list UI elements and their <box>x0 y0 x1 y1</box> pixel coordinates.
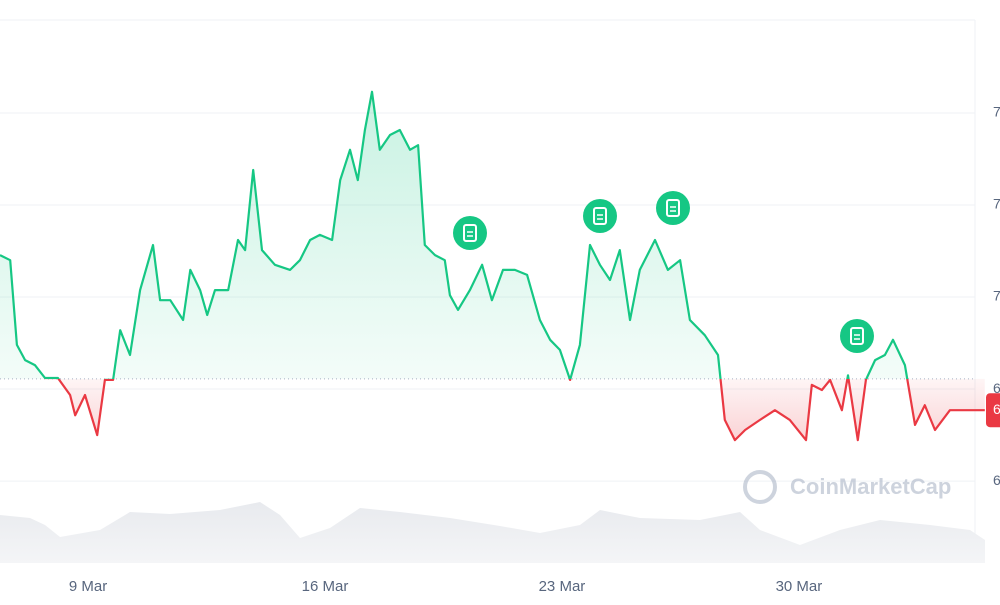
plot: 7 7 7 6 6 9 Mar 16 Mar 23 Mar 30 Mar 6 <box>0 90 1000 595</box>
price-tag-label: 6 <box>993 401 1000 417</box>
x-tick-label: 23 Mar <box>539 578 586 595</box>
watermark-text: CoinMarketCap <box>790 474 951 499</box>
price-line <box>0 90 985 442</box>
x-tick-label: 9 Mar <box>69 578 107 595</box>
area-fill <box>0 91 985 441</box>
price-tag <box>986 393 1000 428</box>
y-tick-label: 7 <box>993 288 1000 304</box>
y-tick-label: 6 <box>993 380 1000 396</box>
volume-area <box>0 502 985 563</box>
y-tick-label: 6 <box>993 472 1000 488</box>
note-markers <box>453 191 874 353</box>
x-tick-label: 16 Mar <box>302 578 349 595</box>
note-marker[interactable] <box>840 319 874 353</box>
y-tick-label: 7 <box>993 196 1000 212</box>
note-marker[interactable] <box>453 216 487 250</box>
watermark-logo <box>743 470 777 504</box>
x-tick-label: 30 Mar <box>776 578 823 595</box>
note-marker[interactable] <box>656 191 690 225</box>
watermark: CoinMarketCap <box>743 470 951 504</box>
y-tick-label: 7 <box>993 104 1000 120</box>
note-marker[interactable] <box>583 199 617 233</box>
